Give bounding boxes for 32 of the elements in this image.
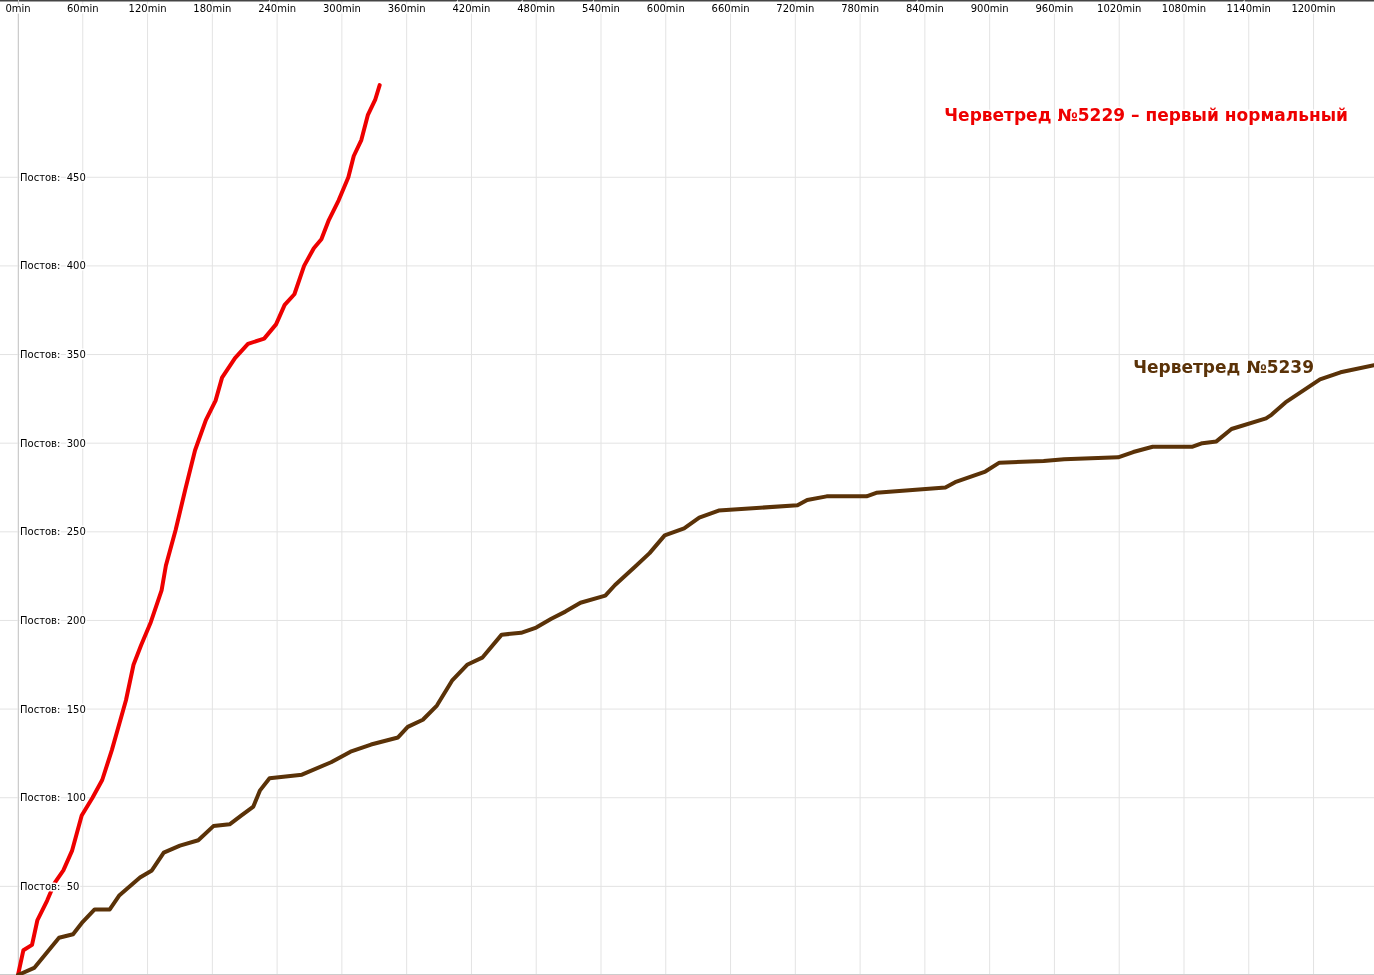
x-tick-label: 1080min [1161,3,1207,14]
y-tick-label: Постов: 200 [20,614,86,626]
x-tick-label: 0min [5,3,31,14]
x-tick-label: 840min [905,3,944,14]
line-series [16,83,382,975]
x-tick-label: 240min [258,3,297,14]
x-tick-label: 1020min [1097,3,1142,14]
y-tick-label: Постов: 450 [20,171,86,183]
y-tick-label: Постов: 300 [20,437,86,449]
x-tick-label: 780min [841,3,880,14]
x-tick-label: 300min [322,3,361,14]
y-tick-label: Постов: 250 [20,526,86,538]
x-tick-label: 420min [452,3,491,14]
x-tick-label: 1140min [1226,3,1271,14]
x-tick-label: 360min [387,3,426,14]
y-tick-label: Постов: 150 [20,703,86,715]
series-label: Черветред №5239 [1133,356,1314,377]
x-tick-label: 720min [776,3,815,14]
x-tick-label: 480min [517,3,556,14]
y-tick-label: Постов: 350 [20,349,86,361]
x-tick-label: 960min [1035,3,1074,14]
x-tick-label: 600min [646,3,685,14]
y-tick-label: Постов: 100 [20,792,86,804]
text: Черветред №5229 – первый нормальный [944,105,1348,125]
x-tick-label: 60min [66,3,99,14]
x-tick-label: 120min [128,3,167,14]
x-tick-label: 900min [970,3,1009,14]
y-tick-label: Постов: 400 [20,260,86,272]
x-tick-label: 180min [193,3,232,14]
x-tick-label: 540min [582,3,620,14]
x-tick-label: 660min [711,3,750,14]
x-tick-label: 1200min [1291,3,1336,14]
